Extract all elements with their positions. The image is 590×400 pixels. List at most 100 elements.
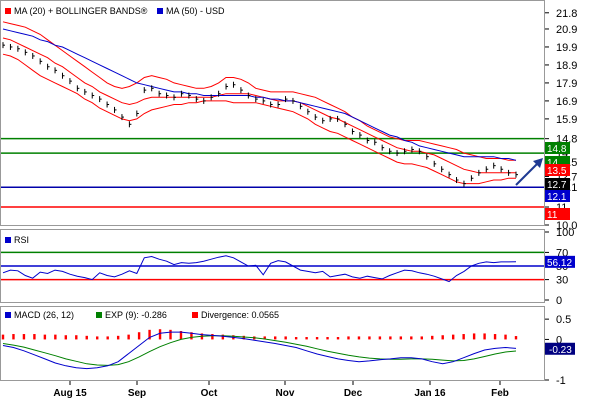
price-tag-label: 14.8 [547, 144, 567, 155]
macd-signal-line [2, 335, 517, 366]
divergence-bar [169, 329, 172, 340]
divergence-bar [54, 334, 57, 340]
divergence-bar [336, 337, 340, 340]
divergence-bar [96, 336, 99, 340]
price-tick-label: 21.8 [556, 8, 577, 20]
rsi-tick-label: 100 [556, 227, 574, 239]
price-panel-frame [0, 0, 545, 226]
x-tick-label: Jan 16 [414, 388, 446, 399]
divergence-bar [137, 332, 141, 340]
divergence-bar [420, 336, 423, 340]
price-legend: MA (20) + BOLLINGER BANDS® MA (50) - USD [5, 6, 225, 16]
ma50-line [2, 28, 517, 161]
divergence-bar [75, 335, 78, 340]
rsi-tag-label: 56.12 [547, 258, 572, 269]
divergence-bar [211, 334, 214, 340]
x-tick-label: Aug 15 [53, 388, 87, 399]
divergence-bar [493, 334, 497, 340]
divergence-bar [158, 329, 162, 340]
rsi-tag-box [545, 255, 575, 268]
x-tick-label: Oct [201, 388, 218, 399]
legend-ma20-label: MA (20) + BOLLINGER BANDS® [14, 6, 148, 16]
legend-swatch-ma50 [157, 8, 163, 14]
divergence-bar [284, 336, 287, 340]
macd-legend: MACD (26, 12) EXP (9): -0.286 Divergence… [5, 310, 279, 320]
divergence-bar [64, 335, 68, 340]
price-tag-box [545, 208, 570, 220]
legend-macd-label: MACD (26, 12) [14, 310, 74, 320]
price-tick-label: 19.9 [556, 42, 577, 54]
divergence-bar [431, 335, 434, 340]
divergence-bar [483, 333, 486, 340]
divergence-bar [462, 334, 465, 340]
macd-series-layer [1, 329, 518, 370]
divergence-bar [347, 336, 350, 340]
legend-exp-label: EXP (9): -0.286 [105, 310, 167, 320]
macd-y-axis: 0.5 0 -1 -0.23 [545, 314, 575, 387]
trend-arrow-shaft [515, 161, 540, 186]
divergence-bar [504, 334, 507, 340]
price-tag-label: 12.7 [547, 180, 567, 191]
divergence-bar [389, 336, 392, 340]
price-tag-box [545, 164, 570, 176]
divergence-bar [242, 335, 245, 340]
price-tick-label: 16.9 [556, 96, 577, 108]
divergence-bar [43, 334, 47, 340]
divergence-bar [410, 336, 413, 340]
price-tick-label: 17.9 [556, 78, 577, 90]
divergence-bar [294, 337, 298, 340]
x-axis-months: Aug 15 Sep Oct Nov Dec Jan 16 Feb [53, 381, 509, 399]
macd-tag-label: -0.23 [549, 345, 572, 356]
trend-arrow-head [533, 158, 543, 168]
trend-arrow [515, 158, 543, 186]
price-tag-label: 12.1 [547, 192, 567, 203]
rsi-line [2, 255, 517, 283]
divergence-bar [179, 331, 183, 340]
price-tag-label: 11 [547, 210, 558, 221]
divergence-bar [441, 335, 444, 340]
legend-swatch-rsi [5, 237, 11, 243]
divergence-bar [22, 334, 26, 340]
divergence-bar [33, 334, 36, 340]
divergence-bar [12, 334, 15, 340]
divergence-bar [399, 336, 403, 340]
price-tick-label: 18.9 [556, 60, 577, 72]
divergence-bar [274, 336, 277, 340]
divergence-bar [116, 335, 120, 340]
divergence-bar [85, 335, 88, 340]
legend-swatch-divergence [192, 312, 198, 318]
x-tick-label: Feb [491, 388, 509, 399]
divergence-bar [378, 336, 382, 340]
divergence-bar [106, 336, 109, 340]
macd-tick-label: -1 [556, 375, 566, 387]
price-tag-label: 13.5 [547, 166, 567, 177]
bollinger-lower-band-line [2, 53, 516, 185]
ma20-line [2, 37, 516, 174]
divergence-bar [326, 337, 329, 340]
rsi-tick-label: 30 [556, 275, 568, 287]
legend-rsi-label: RSI [14, 235, 29, 245]
divergence-bar [127, 334, 130, 340]
price-series-layer [2, 21, 518, 187]
legend-swatch-macd [5, 312, 11, 318]
price-tick-label: 15.9 [556, 114, 577, 126]
divergence-bar [514, 336, 518, 340]
x-tick-label: Nov [276, 388, 295, 399]
legend-swatch-ma20 [5, 8, 11, 14]
price-tag-label: 14 [547, 158, 559, 169]
bollinger-upper-band-line [2, 21, 516, 161]
legend-ma50-label: MA (50) - USD [166, 6, 225, 16]
divergence-bar [315, 337, 319, 340]
divergence-bar [368, 336, 371, 340]
x-tick-label: Sep [128, 388, 146, 399]
divergence-bar [148, 329, 151, 340]
macd-tick-label: 0 [556, 334, 562, 346]
divergence-bar [472, 333, 476, 340]
macd-tag-box [545, 342, 575, 355]
divergence-bar [1, 334, 5, 340]
price-tick-label: 10.0 [556, 220, 577, 232]
rsi-y-axis: 100705030056.12 [545, 227, 575, 307]
divergence-bar [451, 334, 455, 340]
divergence-bar [357, 336, 361, 340]
